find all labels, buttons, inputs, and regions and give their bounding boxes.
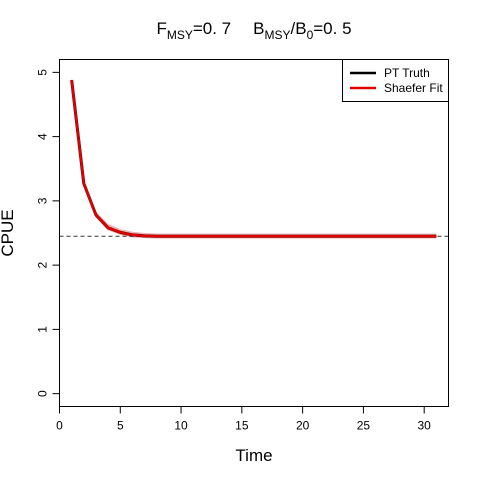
title-f-sub: MSY	[167, 28, 193, 42]
y-tick-label: 3	[36, 197, 50, 204]
legend-label-shaefer-fit: Shaefer Fit	[384, 81, 443, 95]
y-tick-label: 0	[36, 390, 50, 397]
x-tick-label: 20	[296, 419, 310, 433]
chart-title: FMSY=0. 7 BMSY/B0=0. 5	[156, 19, 351, 42]
x-axis: 0 5 10 15 20 25 30	[56, 407, 431, 433]
x-axis-title: Time	[235, 446, 272, 465]
x-tick-label: 5	[117, 419, 124, 433]
y-axis: 0 1 2 3 4 5	[36, 69, 60, 397]
y-tick-label: 2	[36, 261, 50, 268]
x-tick-label: 10	[174, 419, 188, 433]
x-tick-label: 0	[56, 419, 63, 433]
pt-truth-line	[72, 80, 437, 236]
legend-label-pt-truth: PT Truth	[384, 66, 430, 80]
y-tick-label: 1	[36, 326, 50, 333]
x-tick-label: 25	[357, 419, 371, 433]
shaefer-fit-line	[72, 80, 437, 236]
title-b-value: =0. 5	[313, 19, 351, 38]
y-tick-label: 4	[36, 133, 50, 140]
title-f-main: F	[156, 19, 166, 38]
series-layer	[72, 80, 437, 236]
x-tick-label: 30	[418, 419, 432, 433]
x-tick-label: 15	[235, 419, 249, 433]
y-tick-label: 5	[36, 69, 50, 76]
legend: PT Truth Shaefer Fit	[343, 60, 449, 102]
title-b-sub: MSY	[264, 28, 290, 42]
title-b-slash: /B	[291, 19, 307, 38]
title-f-value: =0. 7	[193, 19, 231, 38]
y-axis-title: CPUE	[0, 209, 17, 256]
title-b-main: B	[253, 19, 264, 38]
